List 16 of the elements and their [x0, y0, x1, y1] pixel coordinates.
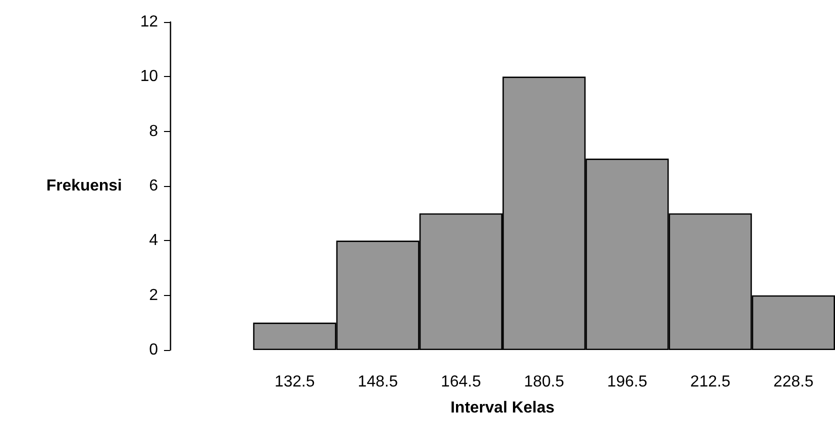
x-tick-label: 164.5 — [440, 374, 482, 390]
x-tick-label: 212.5 — [690, 374, 730, 390]
y-tick-label: 0 — [149, 342, 158, 358]
y-tick-label: 8 — [149, 122, 158, 140]
y-tick-label: 4 — [149, 232, 158, 250]
x-tick-label: 132.5 — [274, 374, 315, 390]
x-tick-label: 228.5 — [773, 374, 814, 390]
x-tick-label: 148.5 — [358, 374, 398, 390]
x-tick-label: 180.5 — [524, 374, 564, 390]
y-tick-label: 10 — [140, 68, 158, 86]
y-tick-label: 6 — [149, 178, 158, 194]
y-axis-title: Frekuensi — [46, 178, 122, 194]
y-tick-label: 12 — [140, 14, 158, 30]
x-axis-title: Interval Kelas — [450, 400, 555, 416]
x-tick-label: 196.5 — [607, 374, 648, 390]
y-tick-label: 2 — [149, 286, 158, 304]
